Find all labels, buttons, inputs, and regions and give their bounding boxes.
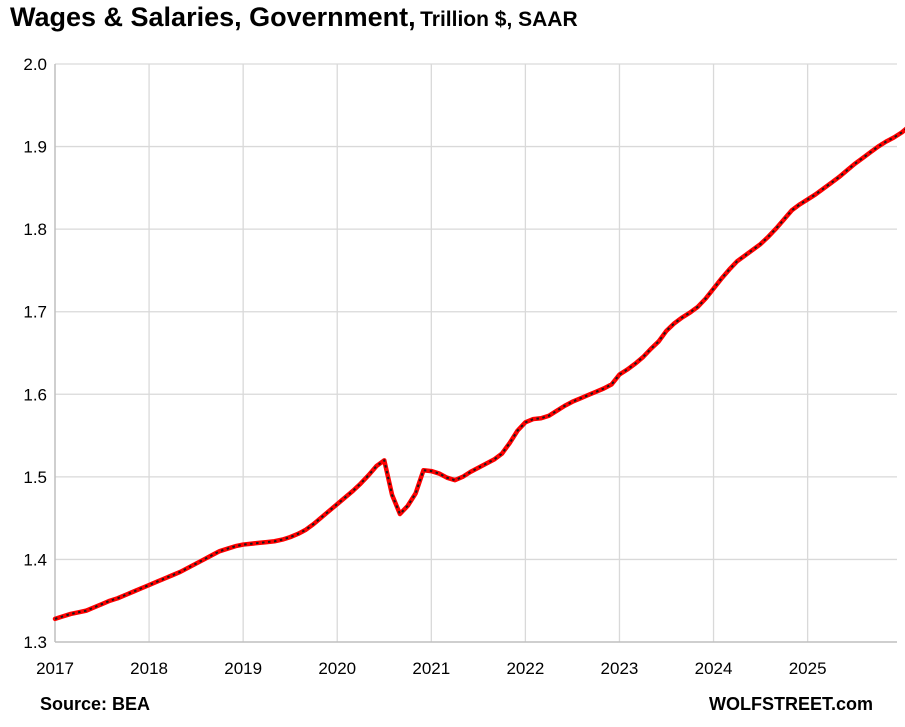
- y-tick-label: 1.4: [23, 550, 47, 569]
- x-tick-label: 2017: [36, 659, 74, 678]
- x-tick-label: 2025: [789, 659, 827, 678]
- x-tick-label: 2020: [318, 659, 356, 678]
- series: [52, 126, 905, 622]
- gridlines: [55, 63, 897, 642]
- y-tick-label: 1.6: [23, 385, 47, 404]
- y-tick-label: 1.5: [23, 468, 47, 487]
- chart-title-main: Wages & Salaries, Government,: [10, 2, 416, 32]
- x-tick-label: 2021: [412, 659, 450, 678]
- y-tick-label: 1.9: [23, 138, 47, 157]
- y-tick-label: 1.3: [23, 633, 47, 652]
- credit-note: WOLFSTREET.com: [708, 694, 873, 714]
- chart-title-sub: Trillion $, SAAR: [420, 8, 578, 31]
- series-line: [52, 126, 905, 622]
- x-tick-label: 2019: [224, 659, 262, 678]
- x-tick-label: 2023: [601, 659, 639, 678]
- y-tick-label: 2.0: [23, 55, 47, 74]
- series-line-dots: [54, 128, 905, 620]
- x-tick-label: 2024: [695, 659, 733, 678]
- x-tick-label: 2018: [130, 659, 168, 678]
- source-note: Source: BEA: [40, 694, 151, 714]
- axes: [54, 64, 897, 643]
- tick-labels: 1.3 1.4 1.5 1.6 1.7 1.8 1.9 2.0 2017 2018 2019 2020…: [23, 55, 826, 678]
- chart-title: Wages & Salaries, Government, Trillion $…: [10, 2, 578, 33]
- y-tick-label: 1.8: [23, 220, 47, 239]
- x-tick-label: 2022: [506, 659, 544, 678]
- y-tick-label: 1.7: [23, 303, 47, 322]
